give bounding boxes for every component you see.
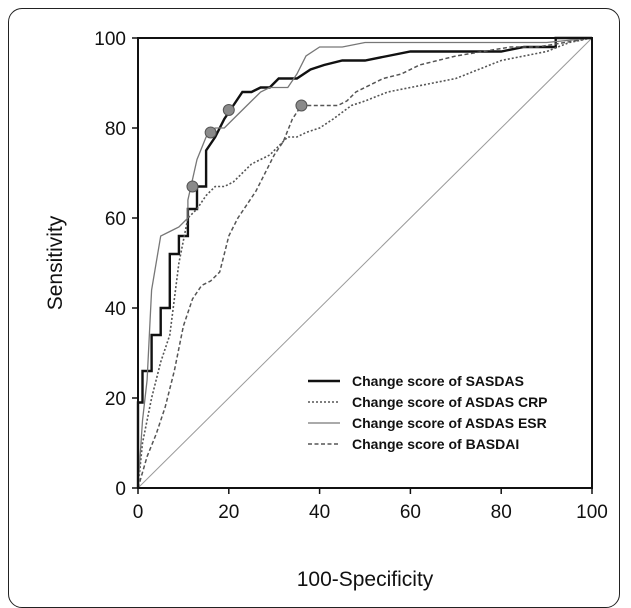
x-tick-label: 80 <box>491 502 512 523</box>
y-tick-label: 20 <box>105 389 126 410</box>
series-line-3 <box>137 37 593 489</box>
cutoff-marker-3 <box>222 104 235 116</box>
x-tick-label: 100 <box>576 502 608 523</box>
cutoff-marker-2 <box>204 126 217 139</box>
reference-layer <box>137 37 593 489</box>
legend-label-4: Change score of BASDAI <box>352 436 519 452</box>
tick-layer: 0 20 40 60 80 100 0 20 40 60 80 100 <box>94 29 608 523</box>
legend-label-2: Change score of ASDAS CRP <box>352 394 548 410</box>
reference-diagonal <box>137 37 593 489</box>
cutoff-marker-1 <box>186 180 199 193</box>
series-line-1 <box>136 36 592 488</box>
marker-layer <box>186 99 308 193</box>
x-tick-label: 0 <box>133 502 144 523</box>
series-line-2 <box>137 37 593 489</box>
series-layer <box>136 36 593 489</box>
legend: Change score of SASDAS Change score of AS… <box>308 373 548 452</box>
series-line-4 <box>137 37 593 489</box>
y-tick-label: 40 <box>105 299 126 320</box>
y-axis-label: Sensitivity <box>44 215 67 310</box>
legend-label-1: Change score of SASDAS <box>352 373 524 389</box>
y-tick-label: 60 <box>105 209 126 230</box>
y-tick-label: 100 <box>94 29 126 50</box>
x-tick-label: 40 <box>309 502 330 523</box>
plot-border <box>137 37 593 489</box>
x-tick-label: 60 <box>400 502 421 523</box>
cutoff-marker-4 <box>295 99 308 112</box>
x-axis-label: 100-Specificity <box>297 568 434 591</box>
x-tick-label: 20 <box>218 502 239 523</box>
y-tick-label: 80 <box>105 119 126 140</box>
legend-label-3: Change score of ASDAS ESR <box>352 415 547 431</box>
y-tick-label: 0 <box>115 479 126 500</box>
